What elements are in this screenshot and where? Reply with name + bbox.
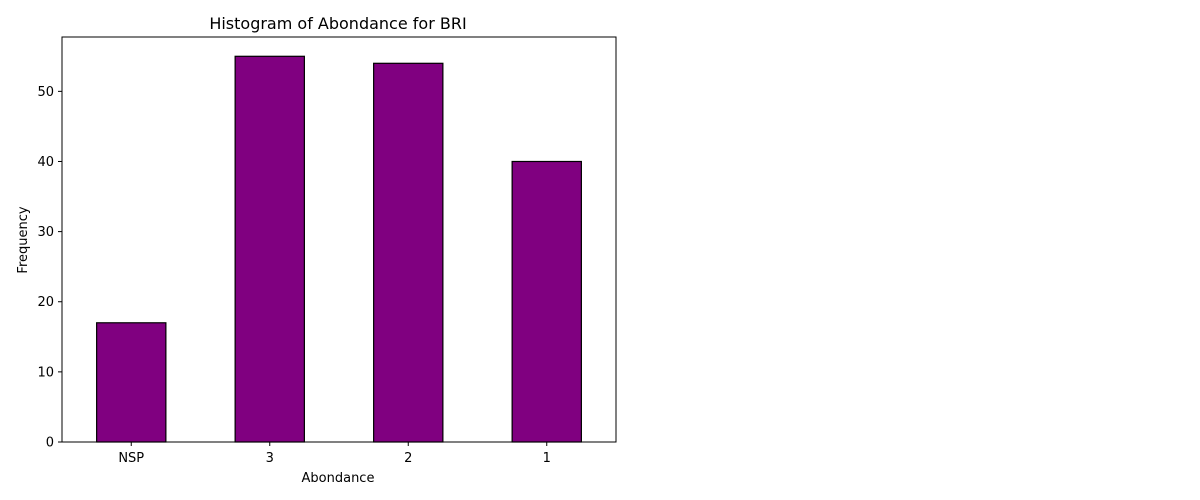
bar-3 xyxy=(234,55,305,443)
y-tick-label: 30 xyxy=(37,225,54,240)
bar-1 xyxy=(511,160,582,443)
y-tick-label: 10 xyxy=(37,365,54,380)
x-tick-label: 3 xyxy=(266,451,274,466)
bars xyxy=(96,55,582,443)
y-tick-label: 20 xyxy=(37,295,54,310)
x-tick-label: 1 xyxy=(543,451,551,466)
y-tick-label: 40 xyxy=(37,155,54,170)
x-axis-ticks: NSP 3 2 1 xyxy=(118,442,551,466)
plot-frame xyxy=(61,36,617,443)
bar-2 xyxy=(373,62,444,443)
y-axis-label: Frequency xyxy=(16,206,31,273)
y-tick-label: 0 xyxy=(46,436,54,451)
y-tick-label: 50 xyxy=(37,85,54,100)
chart-title: Histogram of Abondance for BRI xyxy=(209,14,466,33)
y-axis-ticks: 0 10 20 30 40 50 xyxy=(37,85,62,451)
x-tick-label: 2 xyxy=(404,451,412,466)
bar-nsp xyxy=(96,322,167,443)
x-axis-label: Abondance xyxy=(302,471,375,486)
x-tick-label: NSP xyxy=(118,451,144,466)
